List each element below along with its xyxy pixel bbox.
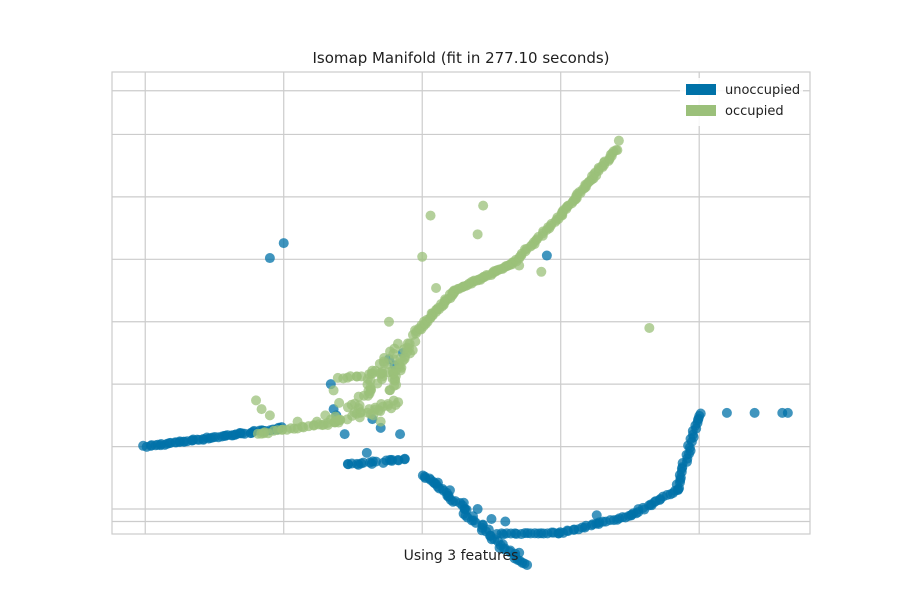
legend-swatch-unoccupied bbox=[686, 84, 716, 95]
occupied-point-295 bbox=[320, 410, 331, 421]
occupied-point-299 bbox=[383, 316, 394, 327]
unoccupied-point-244 bbox=[395, 429, 406, 440]
unoccupied-point-233 bbox=[264, 253, 275, 264]
occupied-point-287 bbox=[388, 348, 399, 359]
occupied-point-293 bbox=[292, 416, 303, 427]
legend-label-unoccupied: unoccupied bbox=[725, 83, 800, 98]
occupied-point-291 bbox=[256, 404, 267, 415]
unoccupied-point-238 bbox=[339, 429, 350, 440]
occupied-point-284 bbox=[395, 353, 406, 364]
occupied-point-300 bbox=[417, 251, 428, 262]
unoccupied-point-254 bbox=[721, 407, 732, 418]
unoccupied-point-234 bbox=[278, 238, 289, 249]
occupied-point-44 bbox=[364, 404, 375, 415]
chart-title: Isomap Manifold (fit in 277.10 seconds) bbox=[312, 49, 609, 67]
occupied-point-258 bbox=[354, 400, 365, 411]
occupied-point-306 bbox=[514, 260, 525, 271]
unoccupied-point-248 bbox=[472, 504, 483, 515]
occupied-point-304 bbox=[472, 229, 483, 240]
occupied-point-308 bbox=[613, 135, 624, 146]
occupied-point-282 bbox=[378, 356, 389, 367]
plot-area bbox=[111, 71, 811, 535]
legend-label-occupied: occupied bbox=[725, 104, 784, 119]
x-axis-label: Using 3 features bbox=[404, 548, 519, 564]
occupied-point-31 bbox=[334, 414, 345, 425]
occupied-point-48 bbox=[373, 405, 384, 416]
scatter-points bbox=[138, 135, 793, 570]
unoccupied-point-232 bbox=[695, 408, 706, 419]
occupied-point-54 bbox=[390, 400, 401, 411]
unoccupied-point-246 bbox=[444, 485, 455, 496]
occupied-point-271 bbox=[365, 375, 376, 386]
unoccupied-point-257 bbox=[782, 407, 793, 418]
unoccupied-point-245 bbox=[361, 447, 372, 458]
unoccupied-point-252 bbox=[541, 250, 552, 261]
occupied-point-239 bbox=[612, 145, 623, 156]
occupied-point-301 bbox=[425, 210, 436, 221]
unoccupied-point-255 bbox=[749, 407, 760, 418]
occupied-point-309 bbox=[644, 322, 655, 333]
unoccupied-point-247 bbox=[458, 497, 469, 508]
unoccupied-point-250 bbox=[500, 516, 511, 527]
occupied-point-302 bbox=[431, 283, 442, 294]
legend: unoccupied occupied bbox=[680, 78, 803, 126]
unoccupied-point-251 bbox=[514, 547, 525, 558]
occupied-point-298 bbox=[375, 416, 386, 427]
unoccupied-point-137 bbox=[522, 559, 533, 570]
occupied-point-289 bbox=[392, 338, 403, 349]
occupied-point-290 bbox=[251, 395, 262, 406]
unoccupied-point-79 bbox=[399, 453, 410, 464]
occupied-point-303 bbox=[444, 289, 455, 300]
legend-swatch-occupied bbox=[686, 105, 716, 116]
occupied-point-305 bbox=[478, 200, 489, 211]
occupied-point-307 bbox=[536, 266, 547, 277]
occupied-point-296 bbox=[328, 385, 339, 396]
occupied-point-259 bbox=[346, 399, 357, 410]
occupied-point-292 bbox=[264, 410, 275, 421]
occupied-point-294 bbox=[311, 416, 322, 427]
unoccupied-point-253 bbox=[591, 510, 602, 521]
unoccupied-point-249 bbox=[486, 514, 497, 525]
occupied-point-297 bbox=[334, 397, 345, 408]
series-occupied bbox=[251, 135, 655, 439]
